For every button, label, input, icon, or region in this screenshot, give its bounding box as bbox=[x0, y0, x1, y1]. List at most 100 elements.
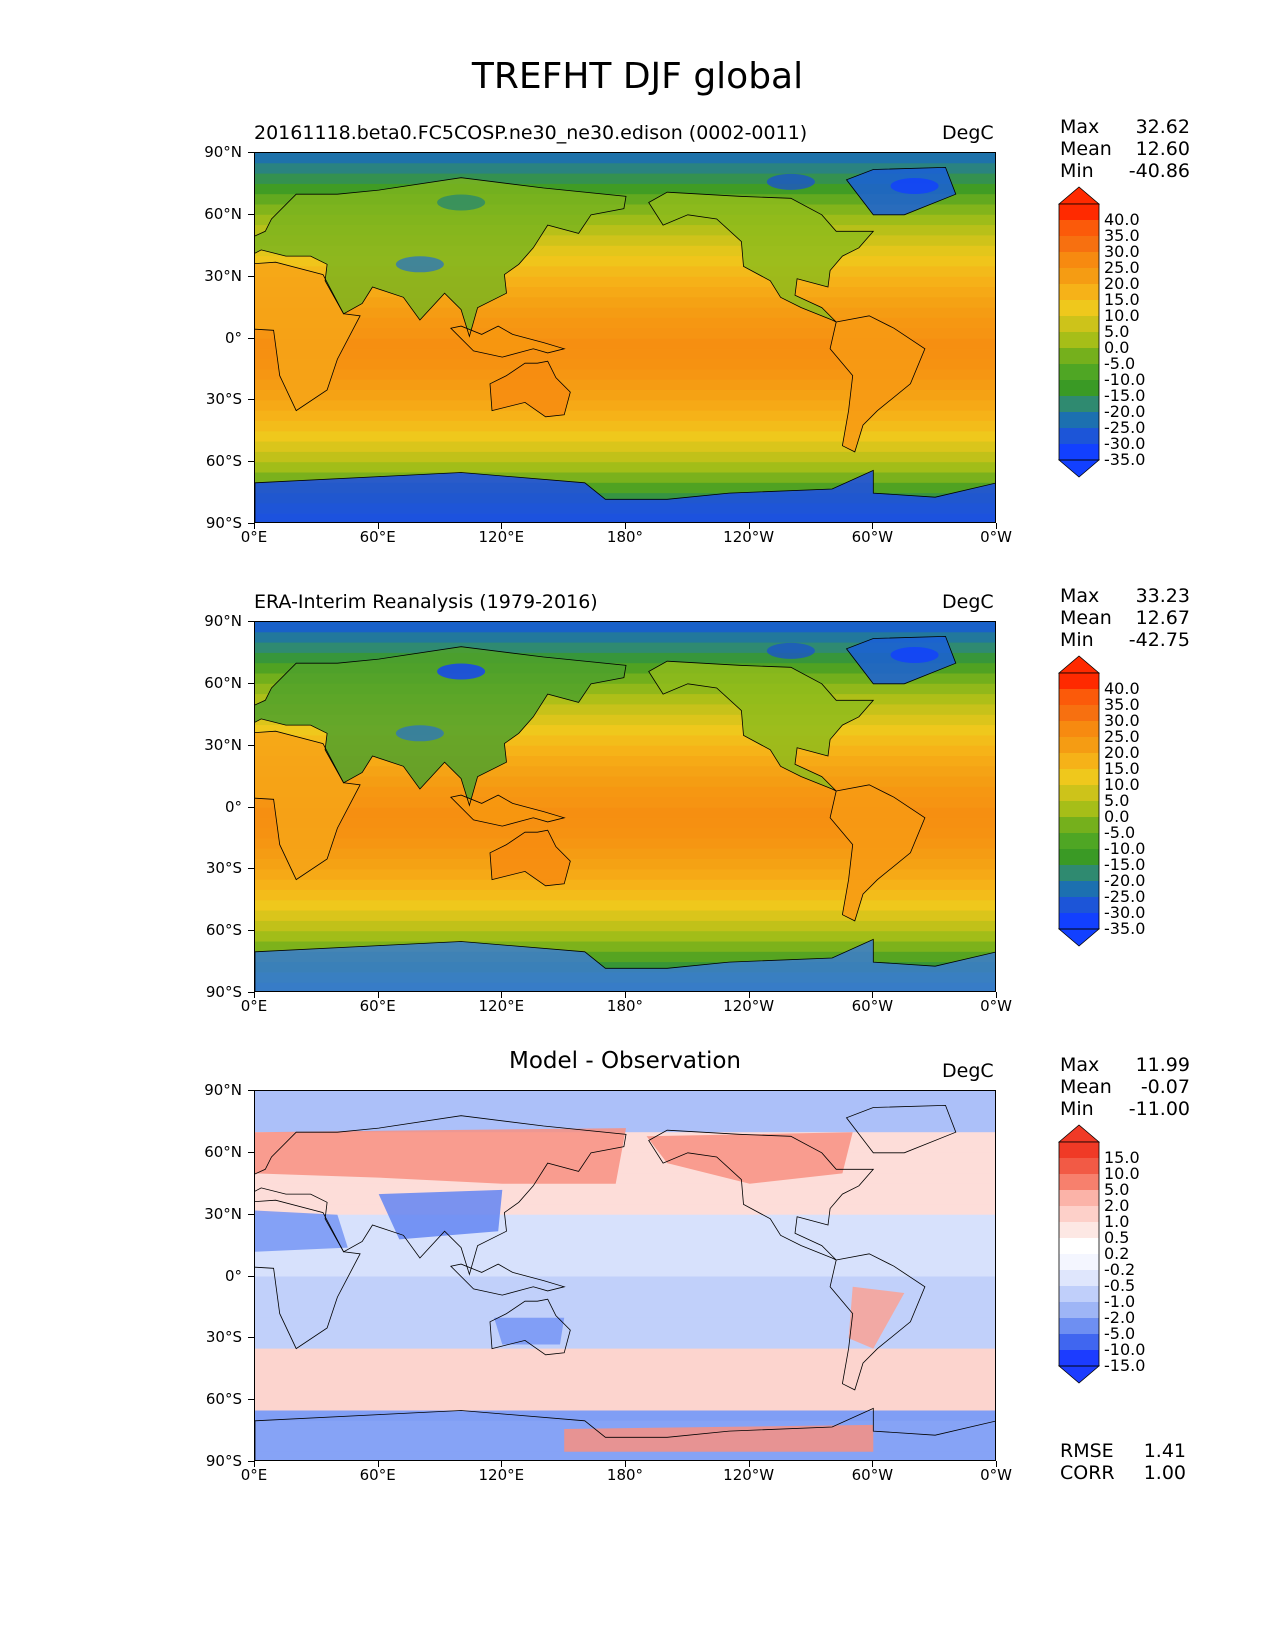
colorbar-tick-label: 10.0 bbox=[1104, 1164, 1140, 1183]
lat-band bbox=[255, 756, 995, 767]
colorbar-segment bbox=[1059, 348, 1099, 364]
x-tick-mark bbox=[625, 1461, 626, 1467]
y-tick-label: 60°S bbox=[205, 921, 242, 940]
lat-band bbox=[255, 910, 995, 922]
lat-band bbox=[255, 204, 995, 216]
cold-spot bbox=[766, 173, 815, 190]
mean-value: 12.60 bbox=[1135, 138, 1190, 160]
lat-band bbox=[255, 1358, 995, 1370]
eurasia-outline-fill bbox=[255, 177, 626, 337]
lat-band bbox=[255, 359, 995, 370]
colorbar-segment bbox=[1059, 737, 1099, 753]
colorbar-tick-label: 25.0 bbox=[1104, 727, 1140, 746]
north-america-outline bbox=[648, 1129, 875, 1261]
max-label: Max bbox=[1060, 585, 1100, 607]
max-value: 33.23 bbox=[1135, 585, 1190, 607]
colorbar-tick-label: -35.0 bbox=[1104, 919, 1146, 938]
colorbar-max-arrow bbox=[1058, 655, 1100, 674]
colorbar-tick-label: -1.0 bbox=[1104, 1292, 1136, 1311]
observation-panel: ERA-Interim Reanalysis (1979-2016) DegC … bbox=[0, 585, 1275, 1041]
colorbar-tick-label: 15.0 bbox=[1104, 759, 1140, 778]
sahara-cold bbox=[255, 1210, 348, 1252]
lat-band bbox=[255, 431, 995, 443]
colorbar-tick-label: -30.0 bbox=[1104, 903, 1146, 922]
lat-band bbox=[255, 1328, 995, 1339]
anomaly-fill bbox=[255, 1128, 905, 1452]
lat-band bbox=[255, 786, 995, 798]
colorbar bbox=[1058, 655, 1100, 947]
lat-band bbox=[255, 1286, 995, 1298]
colorbar-segment bbox=[1059, 913, 1099, 929]
x-tick-mark bbox=[254, 523, 255, 529]
colorbar-segment bbox=[1059, 769, 1099, 785]
lat-band bbox=[255, 451, 995, 463]
colorbar-tick-label: -0.5 bbox=[1104, 1276, 1136, 1295]
africa-outline bbox=[255, 730, 361, 881]
colorbar-tick-label: 30.0 bbox=[1104, 242, 1140, 261]
colorbar-segment bbox=[1059, 785, 1099, 801]
cold-spot bbox=[890, 646, 939, 663]
lat-band bbox=[255, 379, 995, 391]
min-value: -42.75 bbox=[1128, 629, 1190, 651]
lat-band bbox=[255, 338, 995, 350]
land-fill bbox=[255, 167, 995, 522]
colorbar-tick-label: 0.2 bbox=[1104, 1244, 1130, 1263]
lat-band bbox=[255, 694, 995, 705]
x-tick-label: 60°E bbox=[359, 997, 396, 1015]
colorbar-segment bbox=[1059, 1270, 1099, 1286]
lat-band bbox=[255, 410, 995, 422]
difference-panel: Model - Observation DegC Max 11.99 Mean -0… bbox=[0, 1048, 1275, 1510]
lat-band bbox=[255, 328, 995, 340]
colorbar-tick-label: -5.0 bbox=[1104, 1324, 1136, 1343]
colorbar-tick-label: 5.0 bbox=[1104, 1180, 1130, 1199]
min-value: -40.86 bbox=[1128, 160, 1190, 182]
africa-outline-fill bbox=[255, 262, 361, 411]
indonesia-outline bbox=[449, 325, 566, 358]
north-america-warm bbox=[646, 1132, 853, 1184]
y-tick-mark bbox=[248, 1337, 254, 1339]
rmse-value: 1.41 bbox=[1143, 1440, 1186, 1462]
colorbar bbox=[1058, 1124, 1100, 1384]
lat-band bbox=[255, 1410, 995, 1422]
x-tick-mark bbox=[377, 1461, 379, 1467]
colorbar-tick-label: -25.0 bbox=[1104, 887, 1146, 906]
y-tick-label: 90°S bbox=[205, 983, 242, 1001]
cold-spot bbox=[395, 725, 444, 742]
colorbar-segment bbox=[1059, 252, 1099, 268]
lat-band bbox=[255, 848, 995, 860]
south-america-outline bbox=[829, 784, 926, 922]
lat-band bbox=[255, 951, 995, 963]
lat-band bbox=[255, 462, 995, 474]
lat-band bbox=[255, 941, 995, 953]
colorbar-segment bbox=[1059, 204, 1099, 220]
lat-band bbox=[255, 441, 995, 453]
lat-band bbox=[255, 482, 995, 494]
eurasia-outline bbox=[255, 646, 627, 807]
antarctica-outline-fill bbox=[255, 470, 995, 522]
y-tick-label: 90°S bbox=[205, 1452, 242, 1470]
colorbar-tick-label: -0.2 bbox=[1104, 1260, 1136, 1279]
panel-title: Model - Observation bbox=[508, 1048, 742, 1074]
colorbar-tick-label: -30.0 bbox=[1104, 434, 1146, 453]
lat-band bbox=[255, 1142, 995, 1154]
colorbar-tick-label: -10.0 bbox=[1104, 1340, 1146, 1359]
africa-outline bbox=[255, 1199, 361, 1350]
x-tick-mark bbox=[748, 1461, 750, 1467]
x-tick-label: 60°E bbox=[359, 528, 396, 546]
difference-map bbox=[254, 1090, 996, 1461]
y-tick-mark bbox=[248, 806, 254, 808]
y-tick-mark bbox=[248, 213, 254, 215]
colorbar-tick-label: -5.0 bbox=[1104, 354, 1136, 373]
lat-band bbox=[255, 1420, 995, 1432]
y-tick-mark bbox=[248, 337, 254, 339]
colorbar-tick-label: 20.0 bbox=[1104, 274, 1140, 293]
colorbar-tick-label: -10.0 bbox=[1104, 839, 1146, 858]
lat-band bbox=[255, 962, 995, 973]
cold-spot bbox=[890, 177, 939, 194]
x-tick-label: 120°W bbox=[723, 997, 775, 1015]
colorbar-tick-label: -15.0 bbox=[1104, 1356, 1146, 1375]
lat-band bbox=[255, 889, 995, 901]
lat-band bbox=[255, 642, 995, 654]
lat-band bbox=[255, 390, 995, 401]
colorbar-tick-label: -20.0 bbox=[1104, 871, 1146, 890]
